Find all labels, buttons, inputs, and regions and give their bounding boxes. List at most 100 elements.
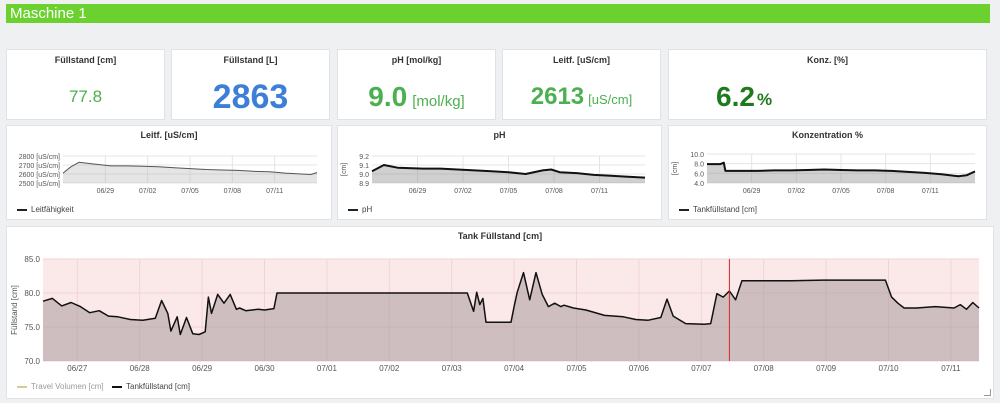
stat-unit: [mol/kg]: [412, 92, 465, 110]
x-tick-label: 07/08: [754, 364, 775, 373]
legend-label: Travel Volumen [cm]: [31, 382, 104, 391]
x-tick-label: 07/05: [181, 188, 199, 195]
chart-panel-leitfaehigkeit[interactable]: Leitf. [uS/cm] 2800 [uS/cm] 2700 [uS/cm] 2…: [6, 125, 332, 220]
dashboard-title[interactable]: Maschine 1: [10, 5, 87, 22]
y-tick-label: 70.0: [24, 357, 40, 366]
y-tick-label: 2800 [uS/cm]: [19, 154, 60, 161]
x-tick-label: 06/29: [743, 188, 761, 195]
x-tick-label: 07/08: [877, 188, 895, 195]
x-tick-label: 07/11: [266, 188, 283, 195]
stat-value: 2863: [212, 77, 289, 116]
y-tick-label: 2500 [uS/cm]: [19, 181, 60, 188]
stat-value-wrap: 2863: [172, 72, 329, 122]
stat-value: 9.0: [368, 81, 408, 112]
legend-item-tank[interactable]: Tankfüllstand [cm]: [112, 382, 190, 391]
x-tick-label: 07/02: [139, 188, 157, 195]
series-line: [371, 164, 646, 179]
stat-panel-fuellstand-cm[interactable]: Füllstand [cm] 77.8: [6, 49, 165, 120]
x-tick-label: 07/02: [788, 188, 806, 195]
y-tick-label: 9.0: [359, 172, 369, 179]
stat-value-wrap: 9.0 [mol/kg]: [338, 72, 495, 122]
legend-label: Leitfähigkeit: [31, 205, 74, 214]
stat-value-wrap: 77.8: [7, 72, 164, 122]
stat-value: 6.2: [716, 81, 755, 112]
y-axis-label: [cm]: [672, 162, 679, 175]
y-axis-label: Füllstand [cm]: [10, 285, 19, 335]
x-tick-label: 06/29: [192, 364, 213, 373]
stat-title: pH [mol/kg]: [391, 55, 442, 65]
chart-tank-fuellstand: 85.0 80.0 75.0 70.0 06/27 06/28 06/29 06/30 07/0…: [10, 255, 980, 373]
legend-swatch: [17, 208, 27, 211]
stat-value-wrap: 2613 [uS/cm]: [503, 72, 660, 122]
x-tick-label: 07/11: [941, 364, 961, 373]
x-tick-label: 06/29: [97, 188, 115, 195]
legend-swatch: [112, 385, 122, 388]
y-tick-label: 80.0: [24, 289, 40, 298]
y-tick-label: 85.0: [24, 255, 40, 264]
series-area: [63, 162, 317, 183]
chart-leitfaehigkeit: 2800 [uS/cm] 2700 [uS/cm] 2600 [uS/cm] 2500…: [19, 154, 318, 195]
resize-handle[interactable]: [984, 389, 991, 396]
stat-panel-konzentration[interactable]: Konz. [%] 6.2 %: [668, 49, 987, 120]
legend-label: Tankfüllstand [cm]: [126, 382, 191, 391]
x-tick-label: 07/05: [832, 188, 850, 195]
chart-title: pH: [493, 130, 506, 140]
stat-title: Leitf. [uS/cm]: [552, 55, 610, 65]
legend-swatch: [348, 208, 358, 211]
stat-unit: %: [756, 90, 773, 109]
y-tick-label: 10.0: [690, 152, 704, 159]
stat-value-wrap: 6.2 %: [669, 72, 986, 122]
y-tick-label: 9.2: [359, 154, 369, 161]
x-tick-label: 07/10: [879, 364, 900, 373]
y-tick-label: 4.0: [694, 181, 704, 188]
legend-swatch: [679, 208, 689, 211]
x-tick-label: 07/04: [504, 364, 525, 373]
x-tick-label: 07/08: [224, 188, 242, 195]
y-tick-label: 2700 [uS/cm]: [19, 163, 60, 170]
legend-label: pH: [362, 205, 373, 214]
stat-title: Füllstand [L]: [223, 55, 278, 65]
x-tick-label: 07/11: [922, 188, 939, 195]
stat-panel-leitfaehigkeit[interactable]: Leitf. [uS/cm] 2613 [uS/cm]: [502, 49, 661, 120]
chart-title: Leitf. [uS/cm]: [140, 130, 198, 140]
legend-label: Tankfüllstand [cm]: [693, 205, 758, 214]
x-tick-label: 07/02: [379, 364, 400, 373]
stat-value: 2613: [530, 83, 585, 110]
y-tick-label: 8.9: [359, 181, 369, 188]
x-tick-label: 07/08: [545, 188, 563, 195]
stat-unit: [uS/cm]: [588, 92, 633, 107]
x-tick-label: 06/30: [255, 364, 276, 373]
chart-panel-konzentration[interactable]: Konzentration % 10.0 8.0 6.0 4.0 06/29 07/02 0…: [668, 125, 987, 220]
x-tick-label: 07/03: [442, 364, 463, 373]
y-tick-label: 75.0: [24, 323, 40, 332]
y-tick-label: 8.0: [694, 162, 704, 169]
chart-panel-tank[interactable]: Tank Füllstand [cm] 85.0 80.0 75.0 70.0 06/2…: [6, 226, 994, 399]
y-tick-label: 9.1: [359, 163, 369, 170]
x-tick-label: 06/28: [130, 364, 151, 373]
y-axis-label: [cm]: [341, 163, 348, 176]
stat-panel-ph[interactable]: pH [mol/kg] 9.0 [mol/kg]: [337, 49, 496, 120]
dashboard-header-bar[interactable]: Maschine 1: [6, 4, 990, 23]
x-tick-label: 07/05: [500, 188, 518, 195]
stat-panel-fuellstand-l[interactable]: Füllstand [L] 2863: [171, 49, 330, 120]
x-tick-label: 07/01: [317, 364, 338, 373]
legend-item-travel[interactable]: Travel Volumen [cm]: [17, 382, 104, 391]
x-tick-label: 07/09: [816, 364, 837, 373]
chart-ph: 9.2 9.1 9.0 8.9 06/29 07/02 07/05 07/08 07/11 [cm…: [341, 154, 646, 195]
stat-title: Füllstand [cm]: [54, 55, 117, 65]
x-tick-label: 07/06: [629, 364, 650, 373]
legend-item[interactable]: pH: [348, 205, 372, 214]
y-tick-label: 2600 [uS/cm]: [19, 172, 60, 179]
legend-item[interactable]: Tankfüllstand [cm]: [679, 205, 757, 214]
series-line: [62, 161, 318, 175]
stat-value: 77.8: [68, 87, 103, 106]
legend-item[interactable]: Leitfähigkeit: [17, 205, 74, 214]
x-tick-label: 06/27: [67, 364, 88, 373]
chart-konzentration: 10.0 8.0 6.0 4.0 06/29 07/02 07/05 07/08 07/11 [c…: [672, 152, 976, 195]
series-line: [707, 161, 976, 178]
x-tick-label: 07/05: [567, 364, 588, 373]
chart-title: Konzentration %: [792, 130, 863, 140]
chart-title: Tank Füllstand [cm]: [457, 231, 543, 241]
chart-panel-ph[interactable]: pH 9.2 9.1 9.0 8.9 06/29 07/02 07/05 07/08 07/11…: [337, 125, 662, 220]
x-tick-label: 06/29: [409, 188, 427, 195]
